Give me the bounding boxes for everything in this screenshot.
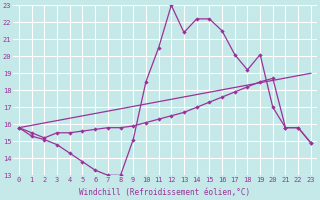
X-axis label: Windchill (Refroidissement éolien,°C): Windchill (Refroidissement éolien,°C)	[79, 188, 251, 197]
